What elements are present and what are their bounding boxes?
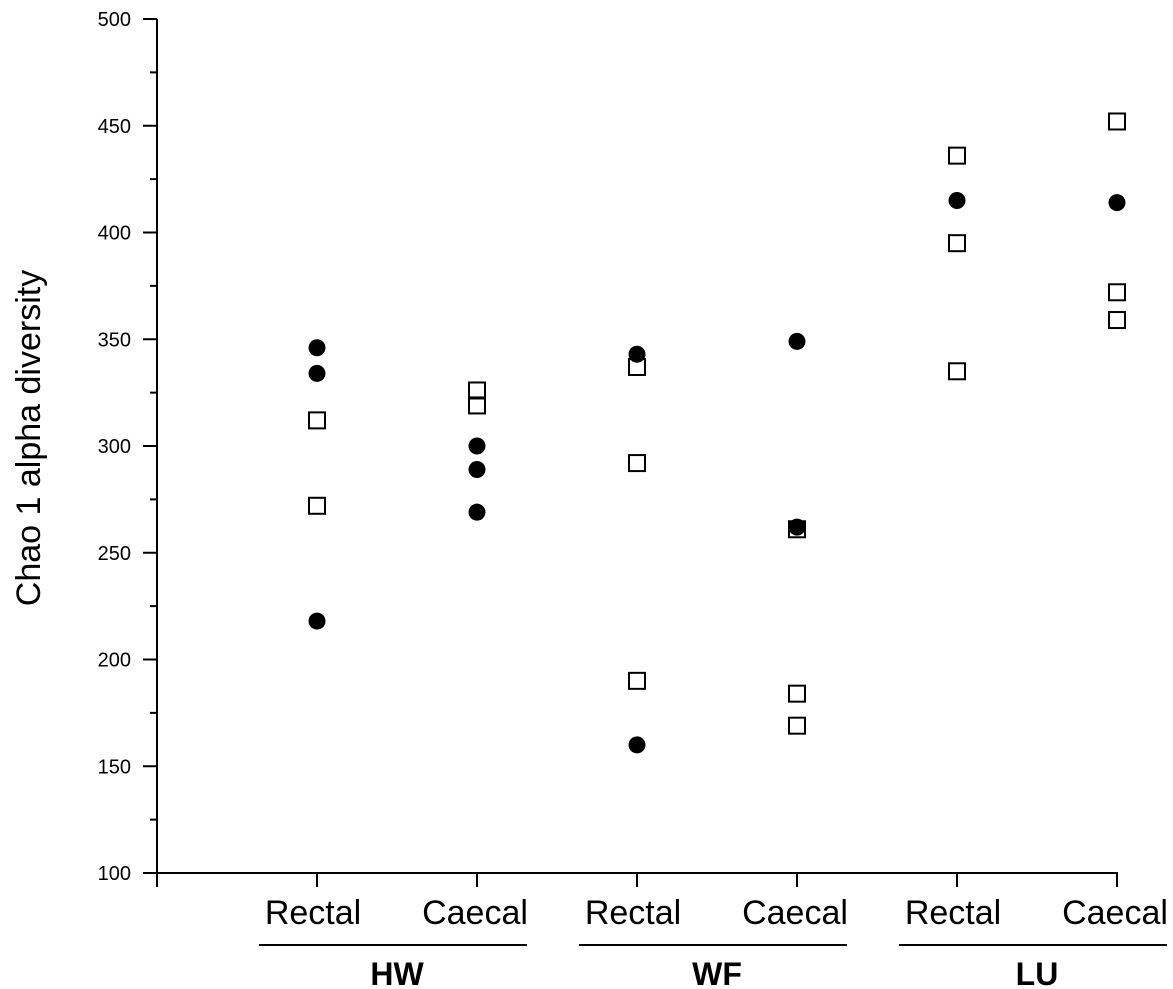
y-tick-label: 500 [98, 9, 131, 31]
data-point-filled-circle [308, 339, 326, 357]
data-point-open-square [788, 716, 806, 735]
data-point-open-square [948, 362, 966, 381]
data-point-filled-circle [788, 518, 806, 536]
x-category-label: Caecal [422, 894, 528, 932]
data-point-open-square [1108, 283, 1126, 302]
data-point-filled-circle [468, 437, 486, 455]
data-point-open-square [948, 146, 966, 165]
data-point-open-square [628, 358, 646, 377]
group-label: LU [1016, 956, 1059, 989]
data-point-open-square [788, 520, 806, 539]
x-category-label: Caecal [1062, 894, 1168, 932]
x-category-label: Rectal [905, 894, 1001, 932]
axis-labels: 100 150 200 250 300 350 400 450 500 Rectal Caecal R… [98, 9, 1168, 989]
y-tick-label: 200 [98, 650, 131, 672]
axes [143, 18, 1118, 887]
data-point-open-square [948, 234, 966, 253]
data-point-open-square [468, 396, 486, 415]
group-label: WF [692, 956, 742, 989]
group-label: HW [370, 956, 424, 989]
y-tick-label: 400 [98, 223, 131, 245]
data-point-open-square [628, 454, 646, 473]
data-point-open-square [628, 671, 646, 690]
x-category-label: Rectal [585, 894, 681, 932]
data-point-filled-circle [628, 736, 646, 754]
data-point-open-square [308, 411, 326, 430]
data-point-open-square [468, 381, 486, 400]
data-point-open-square [308, 496, 326, 515]
data-point-open-square [788, 684, 806, 703]
y-tick-label: 300 [98, 436, 131, 458]
y-tick-label: 250 [98, 543, 131, 565]
x-category-label: Rectal [265, 894, 361, 932]
y-tick-label: 350 [98, 329, 131, 351]
y-tick-label: 100 [98, 863, 131, 885]
data-point-open-square [1108, 112, 1126, 131]
data-point-filled-circle [1108, 194, 1126, 212]
data-point-filled-circle [308, 364, 326, 382]
data-point-filled-circle [788, 332, 806, 350]
y-axis-title: Chao 1 alpha diversity [10, 270, 48, 606]
data-point-filled-circle [468, 460, 486, 478]
x-category-label: Caecal [742, 894, 848, 932]
data-point-filled-circle [308, 612, 326, 630]
data-points [308, 112, 1126, 754]
data-point-open-square [1108, 311, 1126, 330]
y-tick-label: 150 [98, 756, 131, 778]
data-point-filled-circle [628, 345, 646, 363]
data-point-filled-circle [468, 503, 486, 521]
data-point-filled-circle [948, 191, 966, 209]
y-tick-label: 450 [98, 116, 131, 138]
